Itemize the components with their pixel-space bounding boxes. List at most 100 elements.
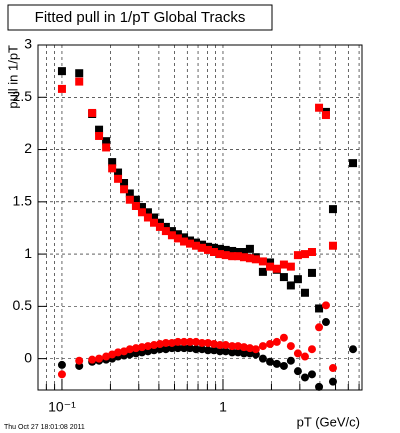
point (251, 345, 260, 354)
point (228, 246, 237, 255)
point (167, 338, 176, 347)
point (286, 356, 295, 365)
point (286, 342, 295, 351)
point (321, 301, 330, 310)
point (203, 338, 212, 347)
point (114, 174, 123, 183)
point (125, 189, 134, 198)
point (315, 103, 324, 112)
point (203, 346, 212, 355)
point (185, 337, 194, 346)
y-tick-label: 1 (24, 245, 32, 261)
point (245, 254, 254, 263)
point (221, 341, 230, 350)
point (180, 337, 189, 346)
point (279, 333, 288, 342)
point (279, 361, 288, 370)
point (143, 208, 152, 217)
point (293, 367, 302, 376)
y-tick-label: 0.5 (13, 297, 33, 313)
point (307, 345, 316, 354)
point (266, 262, 275, 271)
point (234, 348, 243, 357)
point (221, 347, 230, 356)
point (279, 260, 288, 269)
point (57, 84, 66, 93)
point (221, 245, 230, 254)
point (272, 264, 281, 273)
point (137, 203, 146, 212)
point (155, 340, 164, 348)
point (286, 262, 295, 271)
point (137, 208, 146, 217)
point (245, 344, 254, 353)
point (209, 346, 218, 355)
point (108, 164, 117, 173)
point (102, 143, 111, 152)
point (161, 222, 170, 231)
point (234, 248, 243, 256)
point (328, 377, 337, 386)
point (228, 348, 237, 357)
point (143, 213, 152, 222)
point (315, 304, 324, 313)
point (198, 338, 207, 347)
y-tick-label: 0 (24, 349, 32, 365)
point (258, 257, 267, 266)
point (300, 250, 309, 259)
point (258, 267, 267, 276)
point (215, 244, 224, 253)
point (245, 244, 254, 253)
point (137, 343, 146, 352)
point (150, 341, 159, 350)
point (185, 344, 194, 353)
point (192, 345, 201, 354)
point (293, 275, 302, 284)
y-tick-label: 2 (24, 140, 32, 156)
point (328, 205, 337, 214)
point (228, 252, 237, 261)
point (209, 248, 218, 256)
point (307, 248, 316, 256)
point (209, 340, 218, 348)
point (272, 337, 281, 346)
point (286, 281, 295, 290)
point (215, 341, 224, 350)
point (125, 195, 134, 204)
point (239, 343, 248, 352)
point (266, 357, 275, 366)
point (173, 344, 182, 353)
point (321, 111, 330, 120)
point (167, 227, 176, 236)
title-box (7, 4, 273, 31)
point (114, 168, 123, 177)
point (180, 233, 189, 242)
point (258, 342, 267, 351)
point (57, 360, 66, 369)
point (161, 227, 170, 236)
point (215, 347, 224, 356)
point (203, 245, 212, 254)
point (180, 237, 189, 246)
point (57, 67, 66, 76)
point (108, 158, 117, 167)
point (102, 137, 111, 146)
point (95, 125, 104, 134)
point (88, 355, 97, 364)
point (293, 251, 302, 260)
point (120, 185, 129, 194)
point (192, 241, 201, 250)
point (131, 195, 140, 204)
point (221, 251, 230, 260)
point (120, 179, 129, 187)
point (114, 348, 123, 357)
point (228, 342, 237, 351)
point (234, 252, 243, 261)
point (75, 69, 84, 78)
point (150, 218, 159, 227)
point (239, 248, 248, 256)
point (215, 250, 224, 259)
point (88, 108, 97, 117)
point (173, 234, 182, 243)
